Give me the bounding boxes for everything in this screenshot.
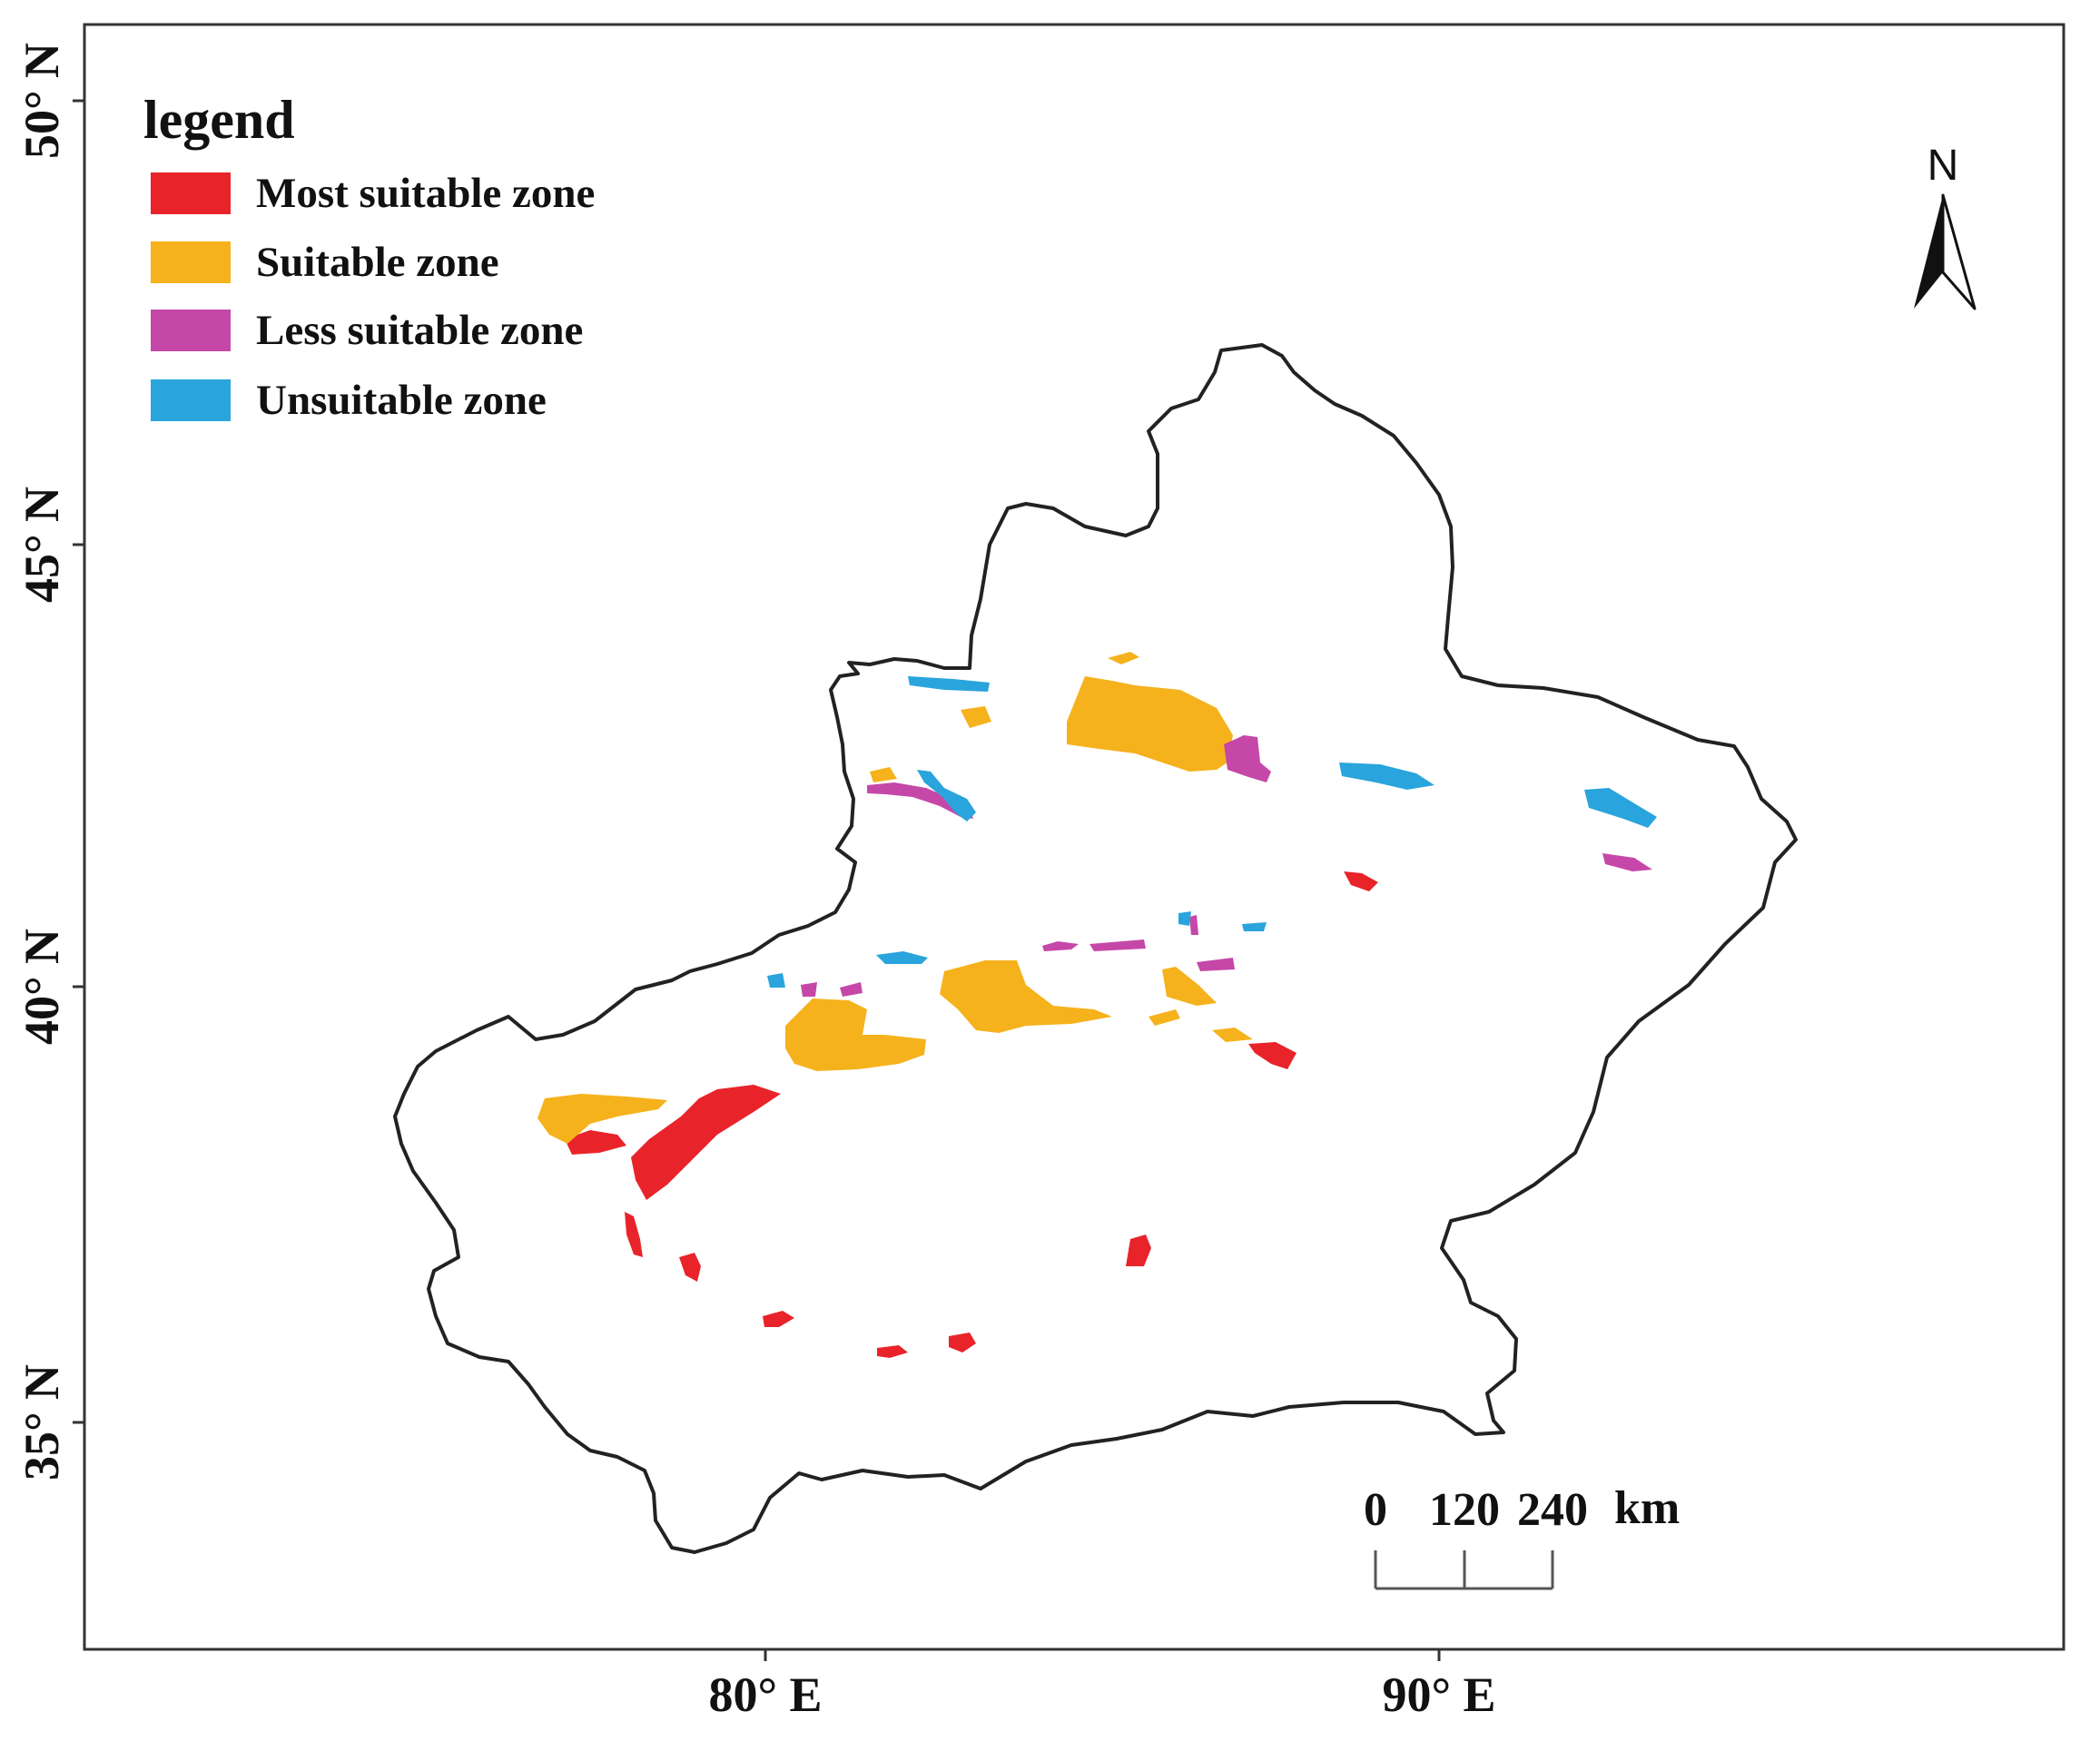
most-suitable-zone <box>565 1130 626 1155</box>
less-suitable-zone <box>1189 915 1198 935</box>
less-suitable-zone <box>1224 735 1271 782</box>
unsuitable-zone <box>1584 788 1657 828</box>
most-suitable-zone <box>763 1311 794 1327</box>
suitable-zone <box>537 1094 667 1144</box>
unsuitable-zone <box>1178 911 1191 926</box>
legend-swatch-most-suitable <box>151 172 231 214</box>
legend-label-most-suitable: Most suitable zone <box>256 170 595 217</box>
unsuitable-zone <box>767 973 785 988</box>
unsuitable-zone <box>876 951 928 964</box>
suitable-zone <box>1212 1028 1253 1042</box>
legend: legend Most suitable zone Suitable zone … <box>143 90 595 424</box>
north-arrow: N <box>1914 142 1977 310</box>
legend-swatch-less-suitable <box>151 310 231 351</box>
legend-swatch-unsuitable <box>151 379 231 421</box>
most-suitable-zone <box>877 1345 908 1358</box>
suitable-zone <box>1162 967 1217 1006</box>
legend-title: legend <box>143 90 295 150</box>
latitude-label-40: 40° N <box>15 929 69 1045</box>
north-arrow-icon <box>1941 193 1977 310</box>
suitable-zone <box>1149 1009 1180 1026</box>
legend-label-unsuitable: Unsuitable zone <box>256 377 547 424</box>
scale-tick-label: 0 <box>1364 1484 1387 1536</box>
less-suitable-zone <box>867 782 973 819</box>
latitude-label-50: 50° N <box>15 43 69 159</box>
less-suitable-zone <box>1197 958 1235 971</box>
suitability-zones <box>537 652 1657 1358</box>
legend-label-less-suitable: Less suitable zone <box>256 307 583 354</box>
longitude-label-80: 80° E <box>708 1667 822 1722</box>
most-suitable-zone <box>679 1253 701 1282</box>
unsuitable-zone <box>917 770 976 821</box>
legend-swatch-suitable <box>151 241 231 283</box>
latitude-label-35: 35° N <box>15 1364 69 1480</box>
unsuitable-zone <box>1339 762 1435 790</box>
unsuitable-zone <box>1242 922 1267 931</box>
suitable-zone <box>961 706 991 728</box>
latitude-label-45: 45° N <box>15 487 69 603</box>
longitude-label-90: 90° E <box>1382 1667 1495 1722</box>
suitable-zone <box>940 960 1112 1033</box>
less-suitable-zone <box>1089 939 1146 951</box>
less-suitable-zone <box>1042 941 1079 951</box>
north-arrow-label: N <box>1927 142 1959 190</box>
scale-bar: 0 120 240 km <box>1364 1482 1680 1590</box>
suitable-zone <box>1108 652 1139 664</box>
most-suitable-zone <box>1344 871 1378 891</box>
legend-label-suitable: Suitable zone <box>256 239 499 286</box>
scale-bar-lines <box>1374 1550 1554 1590</box>
suitable-zone <box>870 767 897 782</box>
suitable-zone <box>785 998 926 1071</box>
unsuitable-zone <box>908 676 990 692</box>
longitude-ticks <box>764 1649 1441 1661</box>
most-suitable-zone <box>1126 1234 1151 1266</box>
most-suitable-zone <box>631 1085 781 1200</box>
less-suitable-zone <box>840 982 863 997</box>
most-suitable-zone <box>949 1333 976 1352</box>
scale-unit: km <box>1614 1482 1680 1534</box>
scale-tick-label: 240 <box>1517 1484 1588 1536</box>
less-suitable-zone <box>1602 853 1652 871</box>
less-suitable-zone <box>801 982 817 997</box>
suitable-zone <box>1067 676 1233 772</box>
most-suitable-zone <box>625 1212 643 1257</box>
most-suitable-zone <box>1248 1042 1296 1069</box>
latitude-ticks <box>73 99 84 1424</box>
scale-tick-label: 120 <box>1429 1484 1500 1536</box>
north-arrow-icon <box>1914 195 1943 309</box>
